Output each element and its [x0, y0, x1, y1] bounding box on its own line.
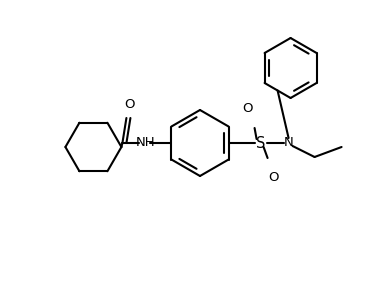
Text: O: O: [268, 171, 279, 184]
Text: N: N: [284, 137, 293, 149]
Text: S: S: [256, 135, 265, 151]
Text: O: O: [242, 102, 253, 115]
Text: O: O: [124, 98, 135, 111]
Text: NH: NH: [136, 137, 155, 149]
